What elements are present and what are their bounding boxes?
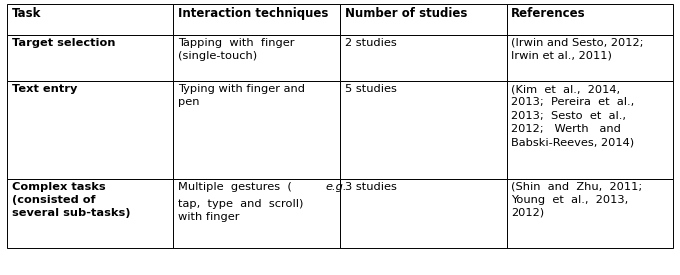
Bar [507, 179, 673, 248]
Bar [173, 179, 340, 248]
Bar [173, 81, 340, 179]
Bar [507, 81, 673, 179]
Bar [507, 4, 673, 35]
Bar [340, 4, 507, 35]
Bar [340, 81, 507, 179]
Text: Number of studies: Number of studies [345, 7, 467, 20]
Text: 5 studies: 5 studies [345, 84, 396, 94]
Text: Tapping  with  finger
(single-touch): Tapping with finger (single-touch) [178, 38, 294, 61]
Text: tap,  type  and  scroll)
with finger: tap, type and scroll) with finger [178, 199, 303, 222]
Bar [7, 81, 173, 179]
Text: Text entry: Text entry [12, 84, 77, 94]
Text: Typing with finger and
pen: Typing with finger and pen [178, 84, 305, 108]
Bar [340, 35, 507, 81]
Text: e.g.: e.g. [325, 182, 347, 192]
Text: (Kim  et  al.,  2014,
2013;  Pereira  et  al.,
2013;  Sesto  et  al.,
2012;   We: (Kim et al., 2014, 2013; Pereira et al.,… [511, 84, 634, 147]
Bar [7, 35, 173, 81]
Text: 3 studies: 3 studies [345, 182, 396, 192]
Text: (Shin  and  Zhu,  2011;
Young  et  al.,  2013,
2012): (Shin and Zhu, 2011; Young et al., 2013,… [511, 182, 643, 218]
Text: 2 studies: 2 studies [345, 38, 396, 48]
Text: Interaction techniques: Interaction techniques [178, 7, 328, 20]
Text: Multiple  gestures  (: Multiple gestures ( [178, 182, 292, 192]
Bar [340, 179, 507, 248]
Text: Complex tasks
(consisted of
several sub-tasks): Complex tasks (consisted of several sub-… [12, 182, 130, 218]
Bar [7, 4, 173, 35]
Bar [7, 179, 173, 248]
Text: Target selection: Target selection [12, 38, 115, 48]
Bar [173, 35, 340, 81]
Text: (Irwin and Sesto, 2012;
Irwin et al., 2011): (Irwin and Sesto, 2012; Irwin et al., 20… [511, 38, 644, 61]
Bar [507, 35, 673, 81]
Text: References: References [511, 7, 586, 20]
Text: Task: Task [12, 7, 41, 20]
Bar [173, 4, 340, 35]
